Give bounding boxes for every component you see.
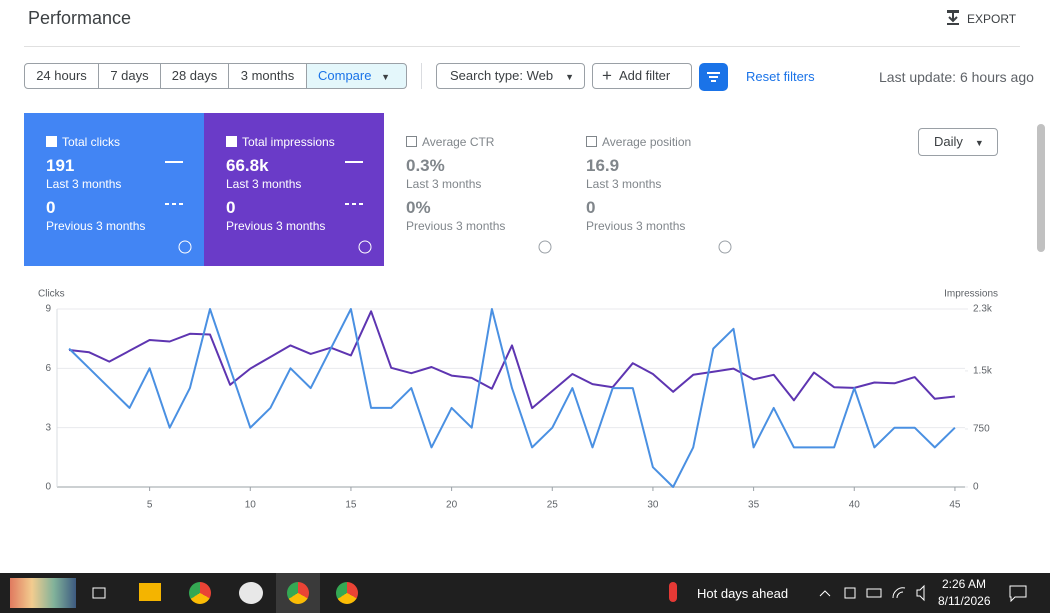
metric-card[interactable]: Total impressions 66.8k Last 3 months 0 … xyxy=(204,113,384,266)
metric-card[interactable]: Average position 16.9 Last 3 months 0 Pr… xyxy=(564,113,744,266)
y-tick-label: 9 xyxy=(45,304,51,315)
metric-label: Average position xyxy=(602,135,692,149)
y2-axis-title: Impressions xyxy=(944,289,998,300)
metric-previous-period: Previous 3 months xyxy=(586,219,686,233)
weather-text[interactable]: Hot days ahead xyxy=(697,586,789,601)
y2-tick-label: 0 xyxy=(973,482,979,493)
filter-icon xyxy=(707,72,720,82)
metric-value: 16.9 xyxy=(586,156,620,175)
granularity-label: Daily xyxy=(934,134,963,149)
tray-icons[interactable] xyxy=(815,583,935,603)
chrome-icon[interactable] xyxy=(189,582,211,604)
compare-button[interactable]: Compare ▼ xyxy=(306,63,407,89)
metric-value: 191 xyxy=(46,156,75,175)
export-button[interactable]: EXPORT xyxy=(945,10,1016,26)
card-decorations xyxy=(165,161,732,254)
y-tick-label: 0 xyxy=(45,482,51,493)
checkbox xyxy=(226,136,237,147)
metric-period: Last 3 months xyxy=(46,177,122,191)
task-view-icon[interactable] xyxy=(90,585,108,601)
paint-icon[interactable] xyxy=(239,582,263,604)
range-button[interactable]: 3 months xyxy=(228,63,307,89)
search-type-label: Search type: Web xyxy=(450,68,554,83)
range-button[interactable]: 24 hours xyxy=(24,63,99,89)
chrome-icon[interactable] xyxy=(287,582,309,604)
divider xyxy=(421,63,422,89)
clock-time[interactable]: 2:26 AM xyxy=(942,577,987,591)
weather-icon xyxy=(669,582,677,602)
y-tick-label: 3 xyxy=(45,422,51,433)
range-button[interactable]: 7 days xyxy=(98,63,161,89)
scrollbar[interactable] xyxy=(1037,124,1045,252)
download-icon xyxy=(947,10,959,25)
chrome-icon[interactable] xyxy=(336,582,358,604)
x-tick-label: 35 xyxy=(748,500,760,511)
range-button[interactable]: 28 days xyxy=(160,63,229,89)
metric-previous-value: 0 xyxy=(586,198,596,217)
x-tick-label: 5 xyxy=(147,500,153,511)
y2-tick-label: 1.5k xyxy=(973,366,993,377)
metric-value: 0.3% xyxy=(406,156,445,175)
metric-previous-value: 0% xyxy=(406,198,431,217)
granularity-dropdown[interactable]: Daily ▼ xyxy=(918,128,998,156)
metric-period: Last 3 months xyxy=(406,177,482,191)
compare-label: Compare xyxy=(318,68,372,83)
metric-period: Last 3 months xyxy=(226,177,302,191)
search-type-button[interactable]: Search type: Web ▼ xyxy=(436,63,585,89)
metric-period: Last 3 months xyxy=(586,177,662,191)
metric-label: Total impressions xyxy=(242,135,335,149)
clock-date[interactable]: 8/11/2026 xyxy=(938,594,991,608)
x-tick-label: 20 xyxy=(446,500,458,511)
x-tick-label: 10 xyxy=(245,500,257,511)
metric-label: Total clicks xyxy=(62,135,121,149)
metric-card[interactable]: Average CTR 0.3% Last 3 months 0% Previo… xyxy=(384,113,564,266)
series-line xyxy=(68,308,956,488)
divider xyxy=(24,46,1020,47)
metric-previous-period: Previous 3 months xyxy=(406,219,506,233)
chart: Clicks Impressions 0 3 6 9 0 750 1.5k 2.3k 5 10 15… xyxy=(38,289,998,511)
export-label: EXPORT xyxy=(967,12,1017,26)
widget-icon[interactable] xyxy=(10,578,76,608)
filter-icon-button[interactable] xyxy=(699,63,728,91)
y2-tick-label: 750 xyxy=(973,424,990,435)
add-filter-label: Add filter xyxy=(618,68,671,83)
notification-icon[interactable] xyxy=(1008,584,1028,602)
taskbar: Hot days ahead 2:26 AM 8/11/2026 xyxy=(0,573,1050,613)
x-tick-label: 15 xyxy=(345,500,357,511)
reset-filters-link[interactable]: Reset filters xyxy=(746,69,815,84)
checkbox xyxy=(406,136,417,147)
metric-previous-period: Previous 3 months xyxy=(226,219,326,233)
page-title: Performance xyxy=(28,8,132,28)
series-line xyxy=(68,310,956,410)
x-tick-label: 40 xyxy=(849,500,861,511)
metric-previous-value: 0 xyxy=(46,198,56,217)
metric-card[interactable]: Total clicks 191 Last 3 months 0 Previou… xyxy=(24,113,204,266)
checkbox xyxy=(46,136,57,147)
y2-tick-label: 2.3k xyxy=(973,304,993,315)
checkbox xyxy=(586,136,597,147)
x-tick-label: 45 xyxy=(949,500,961,511)
metric-value: 66.8k xyxy=(226,156,269,175)
add-filter-button[interactable]: + Add filter xyxy=(592,63,692,89)
x-tick-label: 30 xyxy=(647,500,659,511)
y-axis-title: Clicks xyxy=(38,289,65,300)
metric-previous-period: Previous 3 months xyxy=(46,219,146,233)
metric-label: Average CTR xyxy=(422,135,495,149)
explorer-icon[interactable] xyxy=(139,583,161,601)
x-tick-label: 25 xyxy=(547,500,559,511)
metric-previous-value: 0 xyxy=(226,198,236,217)
y-tick-label: 6 xyxy=(45,363,51,374)
last-update: Last update: 6 hours ago xyxy=(879,69,1034,85)
